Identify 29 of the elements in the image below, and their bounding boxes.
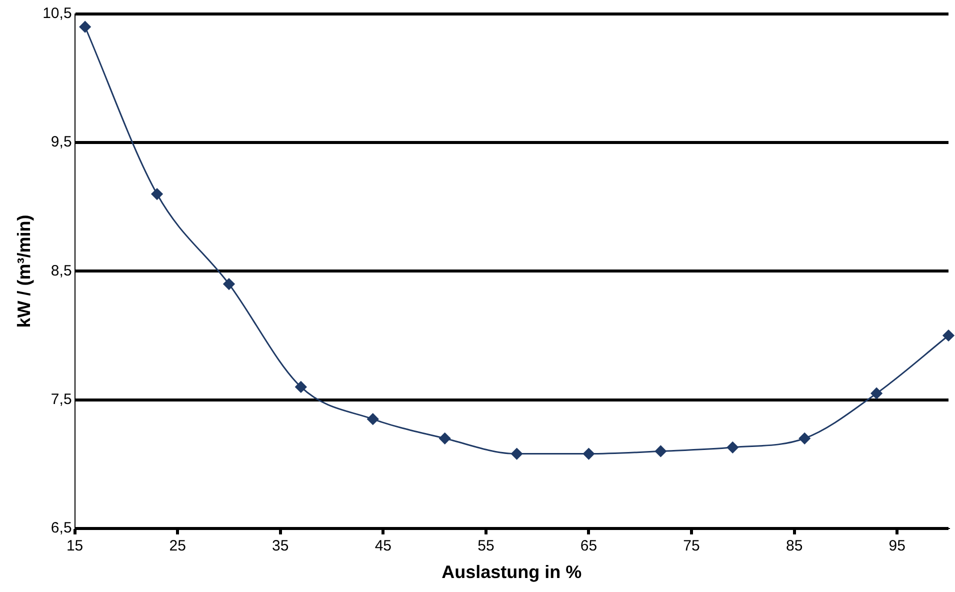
y-tick-label: 10,5 [42,5,72,22]
x-tick-label: 65 [580,538,598,555]
point [439,432,451,444]
point [223,278,235,290]
x-tick-label: 75 [683,538,700,555]
point [151,188,163,200]
x-tick-label: 25 [169,538,186,555]
y-tick-label: 7,5 [50,390,72,408]
x-axis-title: Auslastung in % [442,562,582,582]
y-axis-title: kW / (m³/min) [14,214,34,328]
point [798,432,810,444]
x-tick-label: 55 [478,538,494,555]
point [511,448,523,460]
y-tick-label: 6,5 [50,520,72,537]
x-tick-label: 45 [374,538,392,555]
point [582,448,594,460]
y-tick-label: 9,5 [50,134,72,151]
point [654,445,666,457]
x-tick-label: 85 [786,538,803,555]
point [870,388,882,400]
point [367,413,379,425]
y-tick-label: 8,5 [50,262,72,280]
point [295,381,307,393]
point [726,442,738,454]
point [79,21,91,33]
x-tick-label: 15 [66,538,84,555]
x-tick-label: 95 [888,538,906,555]
x-tick-label: 35 [272,538,289,555]
point [942,330,954,342]
